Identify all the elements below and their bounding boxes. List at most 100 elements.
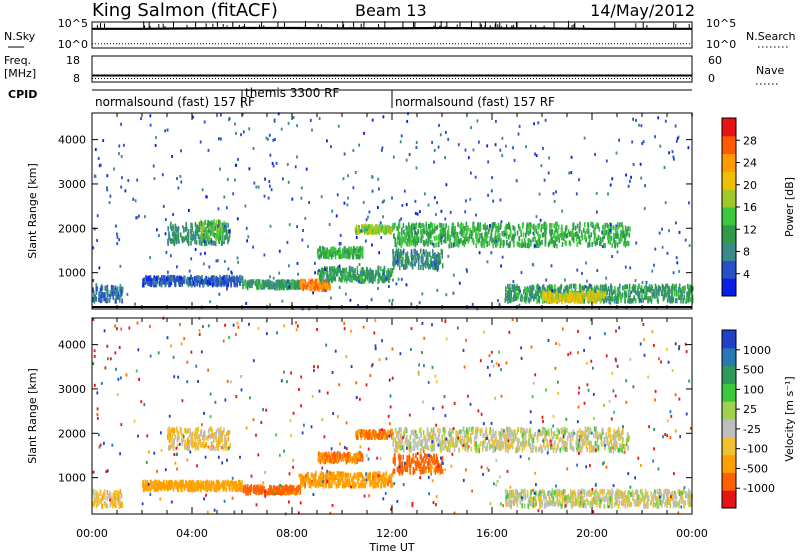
data-cell: [215, 431, 217, 437]
noise-cell: [639, 162, 642, 166]
noise-cell: [272, 276, 275, 280]
noise-cell: [228, 229, 231, 233]
data-cell: [191, 438, 193, 444]
noise-cell: [264, 177, 266, 181]
data-cell: [221, 239, 223, 245]
data-cell: [338, 267, 341, 273]
data-cell: [618, 238, 621, 244]
data-cell: [461, 229, 463, 235]
data-cell: [604, 291, 607, 297]
ytick-label: 2000: [58, 222, 86, 235]
data-cell: [227, 222, 229, 228]
noise-cell: [615, 151, 618, 155]
data-cell: [675, 289, 678, 295]
noise-cell: [538, 192, 541, 196]
data-cell: [380, 275, 382, 281]
data-cell: [470, 234, 473, 240]
data-cell: [222, 480, 224, 486]
noise-cell: [589, 283, 591, 287]
data-cell: [263, 486, 265, 491]
data-cell: [626, 230, 629, 236]
data-cell: [209, 221, 212, 227]
data-cell: [178, 435, 180, 441]
nsky-line: [92, 26, 692, 30]
data-cell: [420, 238, 422, 244]
data-cell: [497, 237, 499, 243]
noise-cell: [102, 139, 105, 143]
data-cell: [202, 282, 205, 287]
data-cell: [491, 222, 494, 228]
data-cell: [528, 238, 531, 244]
data-cell: [565, 240, 567, 246]
data-cell: [301, 478, 303, 484]
noise-cell: [383, 272, 385, 276]
data-cell: [359, 254, 361, 260]
data-cell: [342, 273, 345, 279]
data-cell: [305, 474, 307, 480]
data-cell: [438, 253, 441, 258]
data-cell: [240, 483, 242, 489]
data-cell: [180, 437, 183, 443]
data-cell: [229, 480, 231, 486]
data-cell: [255, 489, 257, 495]
noise-cell: [149, 114, 152, 118]
data-cell: [429, 260, 432, 265]
noise-cell: [377, 287, 379, 290]
data-cell: [387, 481, 389, 487]
data-cell: [168, 426, 170, 432]
data-cell: [362, 278, 364, 284]
noise-cell: [659, 144, 662, 148]
data-cell: [535, 284, 538, 290]
data-cell: [622, 233, 625, 239]
data-cell: [285, 281, 287, 287]
data-cell: [188, 441, 191, 447]
data-cell: [552, 289, 555, 295]
noise-cell: [318, 269, 320, 272]
data-cell: [254, 281, 257, 286]
data-cell: [591, 241, 593, 247]
data-cell: [201, 434, 204, 440]
data-cell: [153, 277, 155, 283]
noise-cell: [94, 174, 97, 178]
data-cell: [671, 292, 673, 298]
data-cell: [661, 283, 664, 289]
data-cell: [119, 292, 122, 298]
data-cell: [390, 473, 393, 478]
data-cell: [339, 471, 342, 477]
data-cell: [654, 283, 657, 289]
data-cell: [443, 227, 445, 233]
noise-cell: [288, 264, 290, 268]
data-cell: [680, 289, 682, 295]
data-cell: [547, 298, 550, 304]
data-cell: [120, 493, 123, 499]
data-cell: [292, 279, 294, 285]
data-cell: [462, 239, 465, 245]
data-cell: [347, 472, 349, 478]
noise-cell: [413, 227, 416, 230]
data-cell: [553, 223, 555, 229]
data-cell: [203, 485, 205, 491]
noise-cell: [416, 212, 419, 216]
data-cell: [169, 480, 171, 486]
data-cell: [346, 248, 348, 254]
data-cell: [594, 298, 596, 304]
data-cell: [561, 294, 564, 300]
noise-cell: [278, 271, 281, 275]
data-cell: [190, 222, 193, 228]
data-cell: [532, 237, 534, 243]
data-cell: [609, 239, 612, 245]
data-cell: [492, 223, 495, 229]
data-cell: [190, 279, 192, 285]
noise-cell: [171, 155, 173, 158]
data-cell: [556, 298, 558, 304]
noise-cell: [494, 143, 497, 147]
noise-cell: [678, 230, 681, 234]
noise-cell: [625, 173, 627, 177]
data-cell: [421, 223, 423, 228]
data-cell: [205, 442, 207, 447]
data-cell: [261, 486, 263, 492]
data-cell: [406, 241, 408, 247]
data-cell: [204, 236, 206, 242]
data-cell: [602, 298, 605, 304]
noise-cell: [115, 224, 117, 228]
